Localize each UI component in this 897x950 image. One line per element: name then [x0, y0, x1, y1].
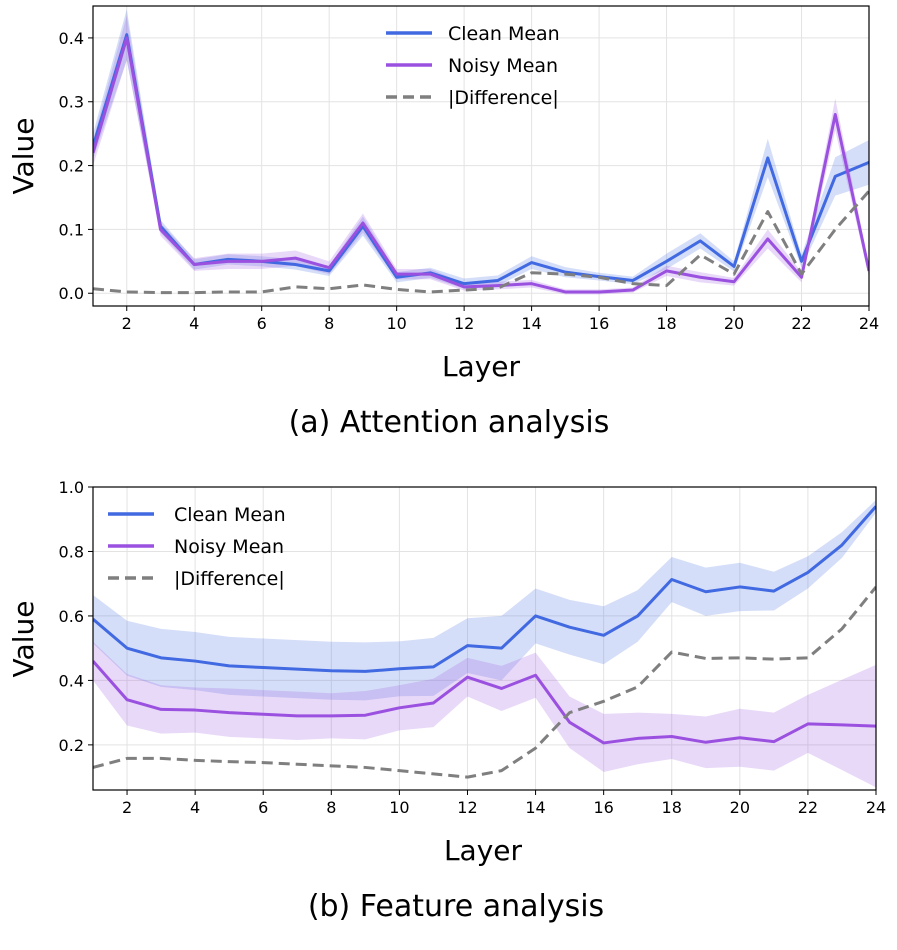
attention-noisy-mean-line	[93, 36, 869, 294]
attention-clean-mean-band	[93, 9, 869, 289]
feature-y-tick-label: 0.4	[59, 671, 84, 690]
attention-clean-mean-line	[93, 33, 869, 286]
feature-noisy-mean-line	[93, 660, 876, 745]
feature-x-tick-label: 10	[389, 798, 409, 817]
feature-legend-noisy-mean-label: Noisy Mean	[174, 536, 284, 558]
feature-x-tick-label: 4	[190, 798, 200, 817]
feature-x-tick-label: 2	[122, 798, 132, 817]
attention-x-tick-label: 24	[859, 314, 879, 333]
attention-x-tick-label: 20	[724, 314, 744, 333]
attention-x-tick-label: 6	[257, 314, 267, 333]
feature-x-tick-label: 8	[326, 798, 336, 817]
feature-x-tick-label: 6	[258, 798, 268, 817]
attention-caption: (a) Attention analysis	[289, 405, 610, 440]
attention-y-tick-label: 0.0	[59, 284, 84, 303]
feature-legend-difference-label: |Difference|	[174, 568, 285, 590]
feature-y-tick-label: 0.6	[59, 607, 84, 626]
attention-y-tick-label: 0.2	[59, 157, 84, 176]
attention-x-tick-label: 22	[791, 314, 811, 333]
attention-x-tick-label: 8	[324, 314, 334, 333]
feature-y-tick-label: 1.0	[59, 478, 84, 497]
feature-clean-mean-band	[93, 499, 876, 701]
feature-x-tick-label: 20	[730, 798, 750, 817]
attention-y-axis-label: Value	[7, 118, 40, 195]
attention-x-tick-label: 4	[189, 314, 199, 333]
feature-caption: (b) Feature analysis	[308, 889, 604, 924]
feature-noisy-mean-band	[93, 641, 876, 788]
feature-x-tick-label: 22	[798, 798, 818, 817]
feature-y-axis-label: Value	[7, 601, 40, 678]
attention-x-tick-label: 10	[386, 314, 406, 333]
attention-y-tick-label: 0.3	[59, 93, 84, 112]
attention-chart: 2 4 6 8 10 12 14 16 18 20 22 240.00.10.20.30.4 Laye…	[7, 5, 879, 440]
attention-legend-noisy-mean-label: Noisy Mean	[448, 55, 558, 77]
attention-legend-difference-label: |Difference|	[448, 87, 559, 109]
attention-plot-frame	[92, 5, 870, 307]
feature-y-tick-label: 0.2	[59, 736, 84, 755]
attention-x-tick-label: 18	[656, 314, 676, 333]
feature-legend-clean-mean-label: Clean Mean	[174, 504, 286, 526]
attention-x-tick-label: 14	[521, 314, 541, 333]
attention-x-tick-label: 12	[454, 314, 474, 333]
attention-y-tick-label: 0.1	[59, 220, 84, 239]
attention-x-tick-label: 2	[122, 314, 132, 333]
attention-x-axis-label: Layer	[442, 350, 521, 383]
feature-y-tick-label: 0.8	[59, 542, 84, 561]
feature-x-tick-label: 12	[457, 798, 477, 817]
attention-difference-line	[93, 190, 869, 295]
feature-difference-line	[93, 585, 876, 779]
feature-x-tick-label: 16	[593, 798, 613, 817]
feature-chart: 2 4 6 8 10 12 14 16 18 20 22 240.20.40.60.81.0 Laye…	[7, 478, 886, 924]
feature-x-tick-label: 18	[662, 798, 682, 817]
attention-y-tick-label: 0.4	[59, 29, 84, 48]
feature-x-axis-label: Layer	[444, 834, 523, 867]
feature-clean-mean-line	[93, 505, 876, 673]
attention-x-tick-label: 16	[589, 314, 609, 333]
attention-legend-clean-mean-label: Clean Mean	[448, 23, 560, 45]
feature-x-tick-label: 24	[866, 798, 886, 817]
feature-x-tick-label: 14	[525, 798, 545, 817]
feature-plot-frame	[92, 486, 877, 791]
